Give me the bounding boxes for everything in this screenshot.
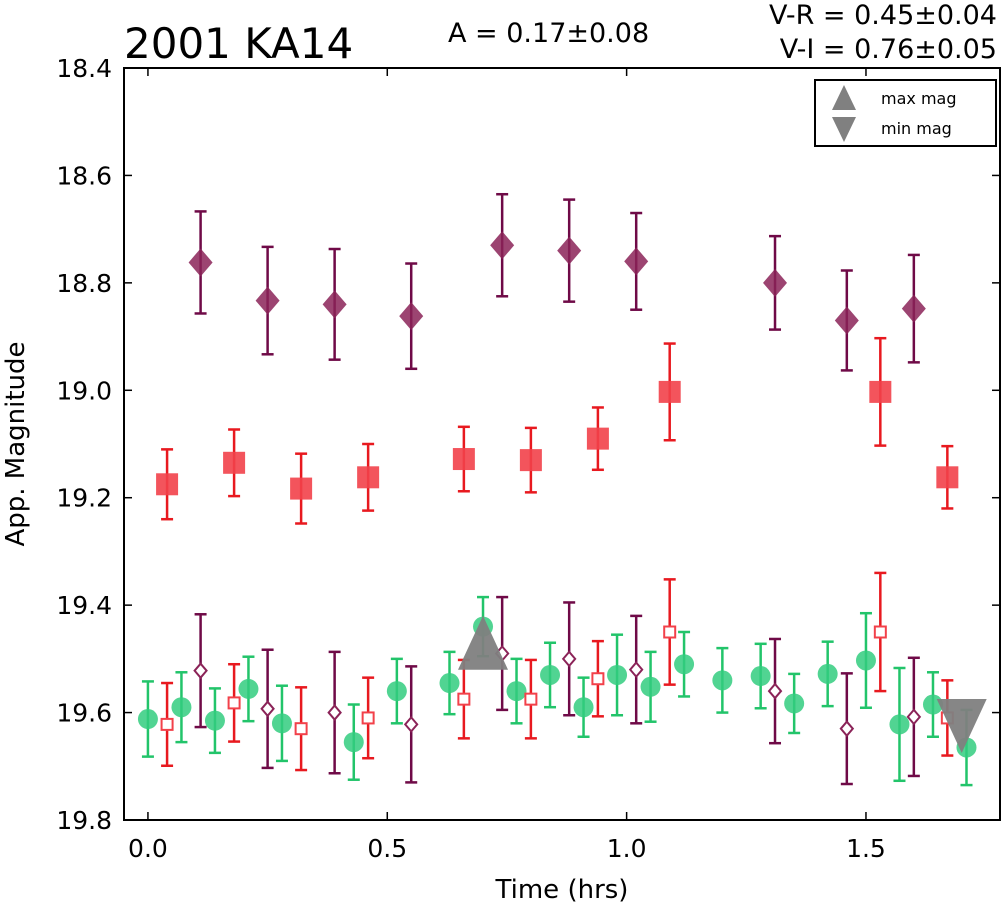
x-axis-label: Time (hrs) xyxy=(495,875,629,904)
diamond-open-point xyxy=(327,704,342,722)
y-tick-label: 19.2 xyxy=(56,484,112,513)
diamond-filled-point xyxy=(322,290,347,319)
square-filled-point xyxy=(357,466,380,489)
y-tick-label: 19.0 xyxy=(56,376,112,405)
x-tick-label: 1.0 xyxy=(607,834,647,863)
circle-point xyxy=(607,664,628,685)
data-marks xyxy=(137,192,987,787)
square-open-point xyxy=(457,692,471,706)
max-mag-marker xyxy=(458,615,509,670)
circle-point xyxy=(855,650,876,671)
circle-point xyxy=(573,697,594,718)
diamond-filled-point xyxy=(399,302,424,331)
square-open-point xyxy=(294,722,308,736)
y-tick-label: 18.8 xyxy=(56,269,112,298)
y-tick-label: 19.4 xyxy=(56,591,112,620)
square-open-point xyxy=(160,717,174,731)
diamond-open-point xyxy=(561,650,577,668)
square-filled-point xyxy=(519,449,542,472)
diamond-filled-point xyxy=(188,248,213,277)
circle-point xyxy=(238,678,259,699)
x-tick-label: 1.5 xyxy=(846,834,886,863)
diamond-filled-point xyxy=(901,294,926,323)
legend-label-min-mag: min mag xyxy=(881,119,952,138)
vr-color-annotation: V-R = 0.45±0.04 xyxy=(769,0,997,31)
square-filled-point xyxy=(156,473,179,496)
circle-point xyxy=(386,681,407,702)
circle-point xyxy=(750,666,771,687)
circle-point xyxy=(204,710,225,731)
circle-point xyxy=(674,654,695,675)
legend-label-max-mag: max mag xyxy=(881,89,957,108)
y-axis-label: App. Magnitude xyxy=(1,341,31,546)
square-filled-point xyxy=(290,477,313,500)
amplitude-annotation: A = 0.17±0.08 xyxy=(448,18,649,49)
circle-point xyxy=(712,670,733,691)
max-mag-legend-icon xyxy=(832,85,856,110)
square-filled-point xyxy=(658,380,681,403)
circle-point xyxy=(506,681,527,702)
diamond-open-point xyxy=(767,682,783,700)
y-tick-label: 19.8 xyxy=(56,806,112,835)
plot-area: 0.0 0.5 1.0 1.5 18.4 18.6 18.8 19.0 19.2 19.4 19.6… xyxy=(56,54,1001,863)
legend: max mag min mag xyxy=(814,79,997,147)
y-tick-label: 18.6 xyxy=(56,161,112,190)
y-tick-label: 19.6 xyxy=(56,699,112,728)
diamond-open-point xyxy=(193,662,208,680)
diamond-filled-point xyxy=(834,306,859,335)
circle-point xyxy=(343,732,364,753)
circle-point xyxy=(640,676,661,697)
circle-point xyxy=(171,697,192,718)
diamond-filled-point xyxy=(255,286,280,315)
circle-point xyxy=(784,693,805,714)
min-mag-legend-icon xyxy=(832,117,856,142)
circle-point xyxy=(817,663,838,684)
diamond-open-point xyxy=(260,700,275,718)
diamond-open-point xyxy=(403,715,419,733)
circle-point xyxy=(271,713,292,734)
x-tick-label: 0.5 xyxy=(367,834,407,863)
square-filled-point xyxy=(586,427,609,450)
diamond-filled-point xyxy=(624,247,649,276)
circle-point xyxy=(137,709,158,730)
square-open-point xyxy=(663,625,677,639)
diamond-open-point xyxy=(839,720,855,738)
chart-title: 2001 KA14 xyxy=(124,19,353,68)
axis-ticks: 0.0 0.5 1.0 1.5 18.4 18.6 18.8 19.0 19.2 19.4 19.6… xyxy=(56,54,1000,863)
min-mag-marker xyxy=(936,699,987,753)
square-open-point xyxy=(361,711,375,725)
square-open-point xyxy=(873,625,887,639)
square-filled-point xyxy=(452,448,475,471)
diamond-filled-point xyxy=(557,236,582,265)
circle-point xyxy=(540,664,561,685)
diamond-open-point xyxy=(628,661,644,679)
plot-title-group: 2001 KA14 A = 0.17±0.08 V-R = 0.45±0.04 … xyxy=(124,0,997,68)
diamond-open-point xyxy=(906,708,922,726)
plot-frame xyxy=(123,67,1001,821)
diamond-filled-point xyxy=(490,231,515,260)
y-tick-label: 18.4 xyxy=(56,54,112,83)
square-filled-point xyxy=(936,466,959,489)
vi-color-annotation: V-I = 0.76±0.05 xyxy=(780,34,997,65)
diamond-filled-point xyxy=(763,268,788,297)
circle-point xyxy=(439,673,460,694)
square-filled-point xyxy=(223,451,246,474)
square-filled-point xyxy=(869,380,892,403)
circle-point xyxy=(889,714,910,735)
square-open-point xyxy=(227,696,241,710)
x-tick-label: 0.0 xyxy=(128,834,168,863)
square-open-point xyxy=(524,692,538,706)
square-open-point xyxy=(591,672,605,686)
